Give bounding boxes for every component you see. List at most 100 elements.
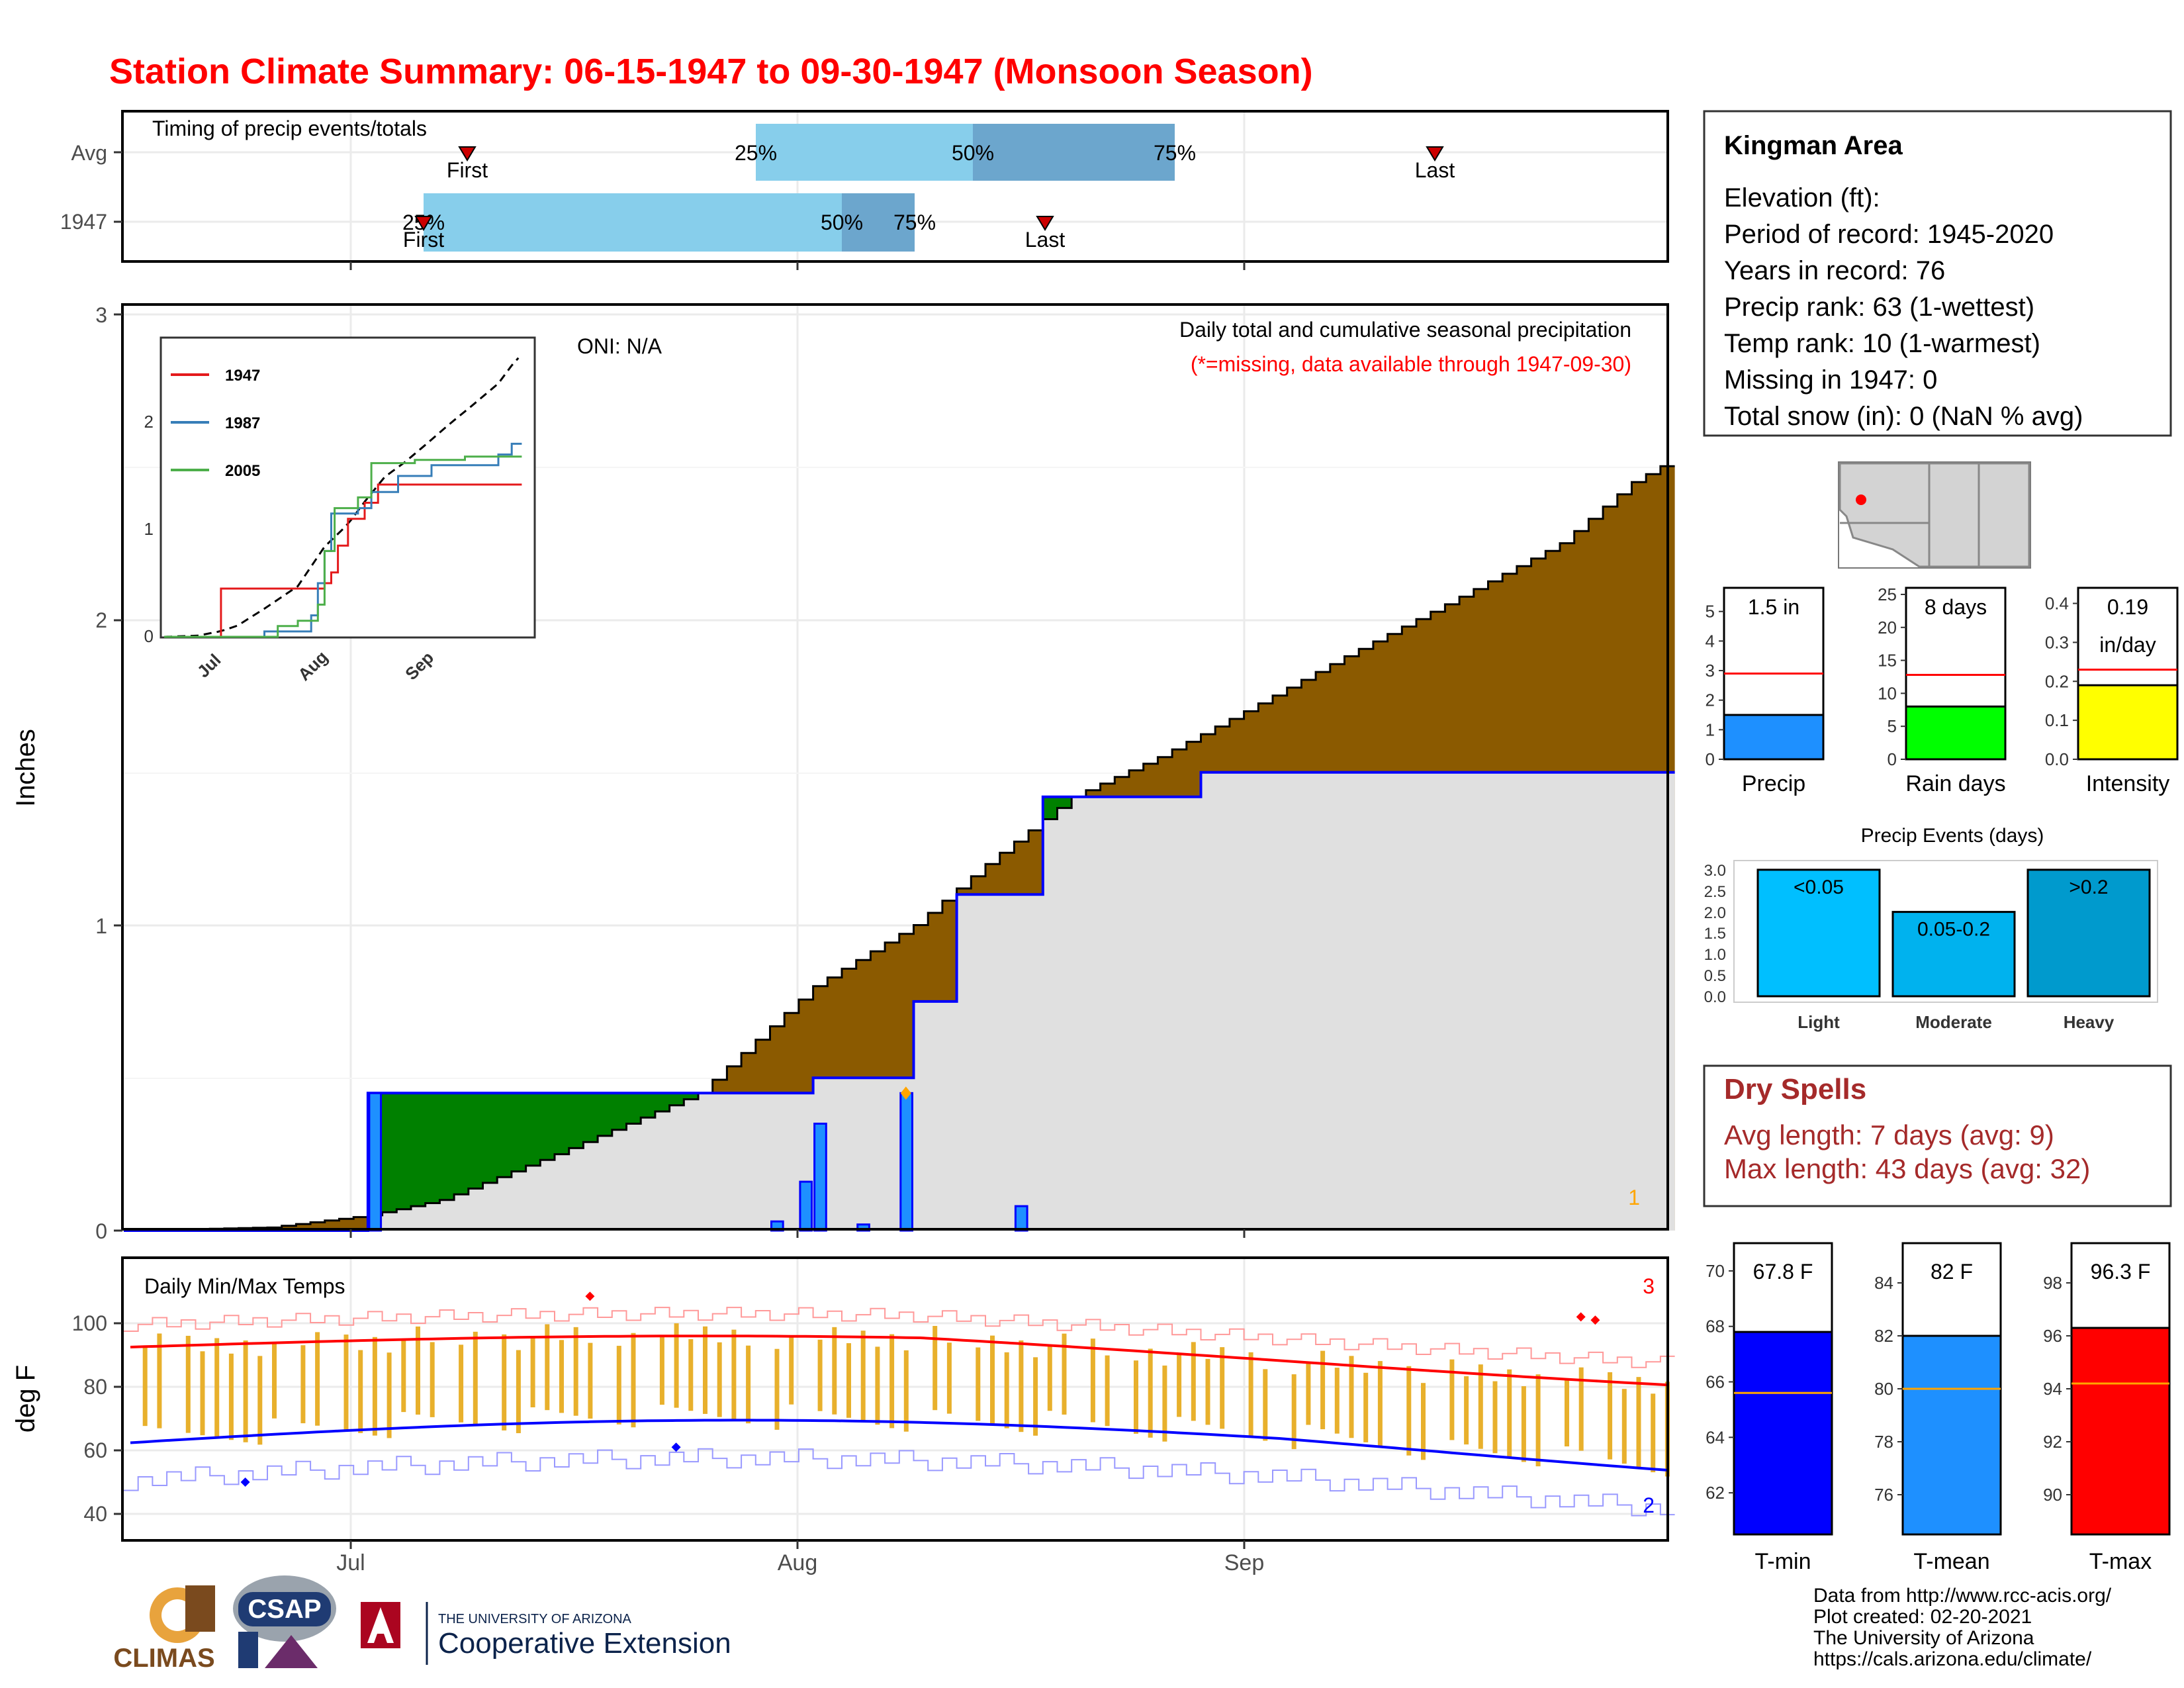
dry-spells-title: Dry Spells: [1724, 1073, 1866, 1105]
daily-temp-bar: [473, 1331, 478, 1425]
daily-temp-bar: [903, 1350, 909, 1432]
yr-first-marker: [414, 216, 433, 231]
timing-row-year-label: 1947: [60, 210, 107, 234]
mini-bar-precip: [1723, 714, 1825, 761]
daily-temp-bar: [1062, 1333, 1067, 1415]
yr-25-50-bar: [424, 193, 842, 252]
mini-bar-label: Precip: [1742, 771, 1805, 796]
inset-legend-1987: 1987: [225, 414, 260, 432]
precip-ytick: 3: [95, 303, 107, 327]
temp-ytick: 40: [83, 1502, 107, 1526]
daily-temp-bar: [1148, 1348, 1153, 1438]
daily-temp-bar: [860, 1331, 866, 1422]
daily-temp-bar: [1565, 1379, 1569, 1447]
info-line: Period of record: 1945-2020: [1724, 220, 2054, 249]
info-line: Total snow (in): 0 (NaN % avg): [1724, 402, 2083, 431]
climas-logo: CLIMAS: [113, 1585, 215, 1673]
inset-line-2005: [164, 455, 522, 638]
observed-cumulative-line: [124, 771, 1675, 1232]
daily-temp-bar: [875, 1346, 880, 1425]
daily-temp-bar: [1521, 1386, 1526, 1462]
daily-temp-bar: [832, 1327, 837, 1415]
temp-bar-tick: 80: [1874, 1379, 1893, 1399]
dry-spells-box: Dry Spells Avg length: 7 days (avg: 9) M…: [1703, 1064, 2172, 1207]
timing-row-avg-label: Avg: [71, 141, 107, 165]
events-title: Precip Events (days): [1861, 825, 2044, 847]
daily-temp-bar: [990, 1335, 995, 1425]
daily-temp-bar: [1377, 1361, 1383, 1447]
precip-missing-note: (*=missing, data available through 1947-…: [1191, 352, 1631, 376]
event-bar-light: [1756, 868, 1881, 998]
daily-temp-bar: [1291, 1374, 1297, 1450]
daily-precip-bar: [368, 1092, 383, 1232]
temp-bar-tick: 66: [1706, 1372, 1725, 1392]
temp-bar-tick: 82: [1874, 1326, 1893, 1346]
daily-temp-bar: [659, 1336, 664, 1405]
above-average-area: [367, 1093, 698, 1215]
temp-bar-tick: 64: [1706, 1427, 1725, 1447]
temp-ytick: 80: [83, 1375, 107, 1399]
daily-temp-bar: [1205, 1358, 1210, 1425]
daily-temp-bar: [315, 1332, 320, 1426]
footer-credits: Data from http://www.rcc-acis.org/ Plot …: [1813, 1585, 2112, 1670]
daily-temp-bar: [430, 1342, 435, 1417]
daily-temp-bar: [372, 1336, 377, 1436]
daily-temp-bar: [1449, 1359, 1455, 1440]
precip-ytick: 0: [95, 1219, 107, 1243]
mini-bar-tick: 3: [1706, 661, 1715, 680]
daily-temp-bar: [1651, 1393, 1656, 1473]
temp-bar-tick: 98: [2043, 1273, 2062, 1293]
xaxis-tick: Sep: [1224, 1550, 1265, 1575]
record-max-marker: [1590, 1315, 1600, 1325]
station-location-dot: [1856, 494, 1866, 505]
daily-temp-bar: [343, 1335, 349, 1431]
inset-data-layer: [163, 357, 522, 638]
precip-note: Daily total and cumulative seasonal prec…: [1179, 318, 1631, 342]
daily-temp-bar: [631, 1333, 636, 1428]
daily-temp-bar: [933, 1326, 938, 1411]
events-category: Light: [1797, 1012, 1840, 1032]
daily-temp-bar: [1004, 1352, 1009, 1429]
record-max-marker: [1576, 1312, 1586, 1322]
events-ytick: 1.5: [1704, 925, 1726, 943]
season-total-bars: 1.5 in Precip 0 1 2 3 4 5 8 days Rain days 0 5 10 15 2…: [1706, 585, 2179, 796]
daily-temp-bar: [1636, 1377, 1641, 1468]
daily-temp-bar: [746, 1345, 751, 1424]
daily-temp-bar: [1248, 1352, 1253, 1437]
timing-panel: Timing of precip events/totals Avg 1947 …: [60, 110, 1669, 270]
record-min-marker: [671, 1442, 681, 1452]
daily-temp-bar: [1421, 1383, 1426, 1460]
mini-bar-label: Intensity: [2086, 771, 2170, 796]
event-bar-moderate: [1891, 911, 2016, 998]
temp-data-layer: [124, 1291, 1675, 1517]
mini-bar-tick: 0.3: [2045, 632, 2069, 652]
footer-line: Data from http://www.rcc-acis.org/: [1813, 1585, 2112, 1607]
daily-temp-bar: [1478, 1364, 1483, 1449]
mini-bar-tick: 0: [1706, 749, 1715, 769]
locator-map: [1838, 461, 2031, 569]
temp-bar-tick: 92: [2043, 1432, 2062, 1452]
inset-legend-1947: 1947: [225, 367, 260, 385]
yr-last-label: Last: [1025, 228, 1066, 252]
inset-ytick: 0: [144, 626, 154, 646]
avg-cumulative-line: [124, 465, 1675, 1232]
mini-bar-intensity: [2077, 684, 2179, 761]
daily-temp-bar: [1406, 1366, 1412, 1456]
daily-temp-bar: [573, 1327, 578, 1416]
daily-temp-bar: [703, 1326, 707, 1414]
info-line: Temp rank: 10 (1-warmest): [1724, 329, 2040, 358]
temp-bar-tick: 62: [1706, 1483, 1725, 1503]
precip-events-chart: Precip Events (days) <0.05 0.05-0.2 >0.2 0…: [1704, 825, 2158, 1032]
daily-temp-bar: [1105, 1355, 1110, 1427]
daily-temp-bar: [1263, 1369, 1268, 1441]
daily-temp-bar: [559, 1340, 564, 1413]
events-ytick: 0.0: [1704, 988, 1726, 1006]
daily-temp-bar: [1090, 1338, 1095, 1423]
dry-spells-max: Max length: 43 days (avg: 32): [1724, 1153, 2090, 1184]
daily-temp-bar: [674, 1323, 679, 1408]
mini-bar-tick: 5: [1888, 716, 1897, 736]
temp-bar-label: T-mean: [1913, 1549, 1989, 1574]
record-min-marker: [240, 1477, 250, 1487]
temp-bar-label: T-max: [2089, 1549, 2152, 1574]
